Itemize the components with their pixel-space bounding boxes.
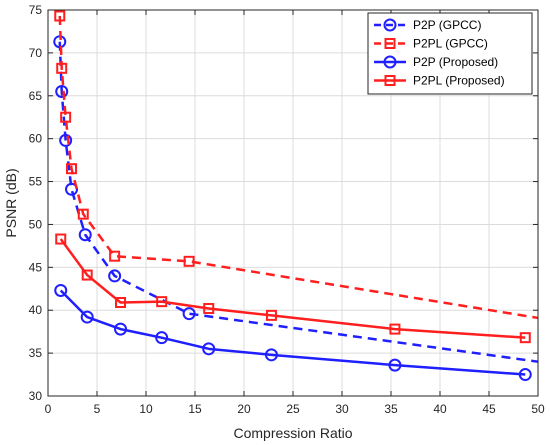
data-point-p2p-proposed	[54, 283, 68, 297]
y-tick-label: 65	[29, 89, 43, 103]
data-point-p2pl-gpcc	[183, 255, 195, 267]
legend-label: P2PL (GPCC)	[413, 37, 488, 51]
data-point-p2pl-gpcc	[109, 250, 121, 262]
x-tick-label: 35	[384, 402, 398, 416]
data-point-p2pl-gpcc	[56, 62, 68, 74]
data-point-p2pl-gpcc	[77, 208, 89, 220]
legend-label: P2P (Proposed)	[413, 55, 498, 69]
data-point-p2pl-proposed	[55, 233, 67, 245]
legend-marker	[384, 75, 396, 86]
data-point-p2pl-proposed	[389, 323, 401, 335]
series-line-p2pl-gpcc	[58, 15, 539, 320]
x-tick-label: 5	[94, 402, 101, 416]
y-tick-label: 75	[29, 3, 43, 17]
y-tick-label: 60	[29, 132, 43, 146]
data-point-p2p-proposed	[264, 348, 278, 362]
x-tick-label: 10	[139, 402, 153, 416]
legend-marker	[384, 38, 396, 49]
x-tick-label: 25	[286, 402, 300, 416]
data-point-p2pl-proposed	[265, 309, 277, 321]
series-p2pl-gpcc	[54, 10, 539, 320]
series-layer	[53, 10, 539, 382]
data-point-p2p-gpcc	[108, 269, 122, 283]
data-point-p2p-proposed	[518, 368, 532, 382]
y-tick-label: 45	[29, 260, 43, 274]
data-point-p2pl-proposed	[81, 269, 93, 281]
x-tick-label: 45	[482, 402, 496, 416]
y-tick-label: 55	[29, 175, 43, 189]
x-tick-label: 15	[188, 402, 202, 416]
data-point-p2pl-gpcc	[60, 111, 72, 123]
legend-marker	[383, 55, 397, 69]
data-point-p2p-proposed	[80, 310, 94, 324]
data-point-p2p-gpcc	[182, 307, 196, 321]
data-point-p2pl-proposed	[203, 303, 215, 315]
x-tick-label: 40	[433, 402, 447, 416]
series-p2p-proposed	[54, 283, 532, 382]
series-p2pl-proposed	[55, 233, 531, 344]
data-point-p2p-proposed	[114, 322, 128, 336]
legend-label: P2P (GPCC)	[413, 18, 481, 32]
data-point-p2p-gpcc	[78, 228, 92, 242]
legend-item: P2P (GPCC)	[374, 18, 481, 32]
legend-marker	[383, 18, 397, 32]
data-point-p2p-proposed	[388, 358, 402, 372]
x-tick-label: 20	[237, 402, 251, 416]
x-tick-label: 0	[45, 402, 52, 416]
data-point-p2pl-proposed	[156, 296, 168, 308]
legend: P2P (GPCC) P2PL (GPCC) P2P (Proposed) P2PL …	[367, 12, 533, 95]
x-tick-label: 30	[335, 402, 349, 416]
y-axis-label: PSNR (dB)	[3, 168, 19, 237]
legend-label: P2PL (Proposed)	[413, 74, 505, 88]
x-tick-label: 50	[531, 402, 545, 416]
legend-item: P2PL (Proposed)	[374, 74, 505, 88]
data-point-p2pl-proposed	[519, 332, 531, 344]
data-point-p2pl-gpcc	[54, 10, 66, 22]
data-point-p2p-gpcc	[65, 182, 79, 196]
data-point-p2pl-gpcc	[66, 163, 78, 175]
x-axis-label: Compression Ratio	[233, 425, 352, 441]
y-tick-label: 50	[29, 217, 43, 231]
data-point-p2p-proposed	[155, 331, 169, 345]
data-point-p2p-gpcc	[59, 133, 73, 147]
y-tick-label: 70	[29, 46, 43, 60]
series-line-p2pl-proposed	[59, 238, 526, 339]
data-point-p2pl-proposed	[115, 297, 127, 309]
y-tick-label: 40	[29, 303, 43, 317]
data-point-p2p-proposed	[202, 342, 216, 356]
y-tick-label: 30	[29, 389, 43, 403]
data-point-p2p-gpcc	[55, 84, 69, 98]
legend-item: P2P (Proposed)	[374, 55, 498, 69]
ticks: 0 5 10 15 20 25 30 35 40 45 50 30 35 40 45 50 55 60 65 70 75	[29, 3, 545, 416]
y-tick-label: 35	[29, 346, 43, 360]
legend-item: P2PL (GPCC)	[374, 37, 488, 51]
